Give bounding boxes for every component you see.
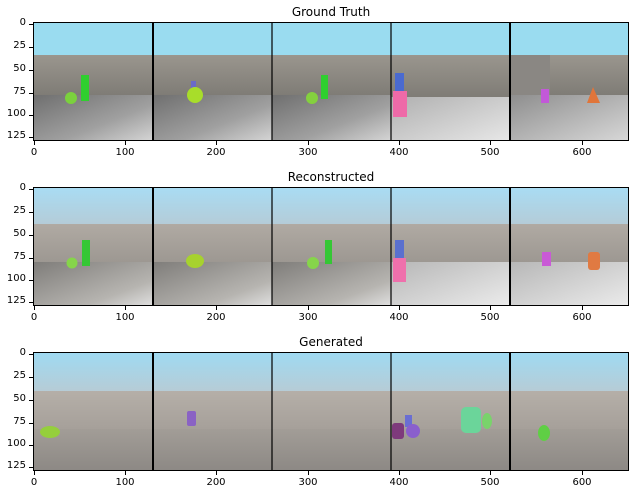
x-tick-label: 300 [298, 147, 318, 158]
x-tick-label: 200 [206, 312, 226, 323]
frame-3 [272, 353, 391, 470]
x-tick-label: 0 [30, 477, 38, 488]
y-tick-label: 100 [6, 438, 26, 449]
frame-2 [153, 23, 272, 140]
y-tick-label: 125 [6, 460, 26, 471]
frame-3 [272, 188, 391, 305]
scene-frames [34, 353, 628, 470]
x-tick-label: 100 [115, 312, 135, 323]
y-tick-label: 0 [19, 347, 26, 358]
x-tick-label: 500 [480, 312, 500, 323]
y-tick-label: 25 [13, 370, 26, 381]
y-tick-label: 25 [13, 40, 26, 51]
y-tick-label: 100 [6, 108, 26, 119]
x-tick-label: 300 [298, 477, 318, 488]
y-tick-label: 50 [13, 393, 26, 404]
panel-title: Ground Truth [291, 5, 371, 19]
y-tick-label: 0 [19, 17, 26, 28]
frame-4 [391, 188, 510, 305]
frame-1 [34, 353, 153, 470]
image-strip [33, 352, 629, 471]
scene-frames [34, 188, 628, 305]
x-tick-label: 600 [572, 147, 592, 158]
y-tick-label: 50 [13, 63, 26, 74]
frame-4 [391, 23, 510, 140]
y-tick-label: 50 [13, 228, 26, 239]
scene-frames [34, 23, 628, 140]
x-tick-label: 0 [30, 312, 38, 323]
x-tick-label: 600 [572, 477, 592, 488]
y-tick-label: 125 [6, 295, 26, 306]
x-tick-label: 200 [206, 147, 226, 158]
frame-4 [391, 353, 510, 470]
x-tick-label: 300 [298, 312, 318, 323]
frame-5 [510, 23, 628, 140]
image-strip [33, 187, 629, 306]
x-tick-label: 200 [206, 477, 226, 488]
x-tick-label: 500 [480, 477, 500, 488]
frame-2 [153, 353, 272, 470]
x-tick-label: 400 [389, 477, 409, 488]
frame-1 [34, 188, 153, 305]
y-tick-label: 75 [13, 86, 26, 97]
frame-5 [510, 188, 628, 305]
panel-title: Generated [299, 335, 363, 349]
x-tick-label: 500 [480, 147, 500, 158]
x-tick-label: 100 [115, 477, 135, 488]
x-tick-label: 400 [389, 312, 409, 323]
panel-generated: Generated [0, 330, 636, 496]
x-tick-label: 100 [115, 147, 135, 158]
y-tick-label: 100 [6, 273, 26, 284]
y-tick-label: 25 [13, 205, 26, 216]
frame-5 [510, 353, 628, 470]
panel-reconstructed: Reconstructed [0, 165, 636, 330]
panel-title: Reconstructed [287, 170, 375, 184]
x-tick-label: 400 [389, 147, 409, 158]
y-tick-label: 125 [6, 130, 26, 141]
image-strip [33, 22, 629, 141]
y-tick-label: 0 [19, 182, 26, 193]
frame-2 [153, 188, 272, 305]
x-tick-label: 600 [572, 312, 592, 323]
x-tick-label: 0 [30, 147, 38, 158]
panel-ground-truth: Ground Truth [0, 0, 636, 165]
y-tick-label: 75 [13, 251, 26, 262]
y-tick-label: 75 [13, 416, 26, 427]
frame-1 [34, 23, 153, 140]
frame-3 [272, 23, 391, 140]
